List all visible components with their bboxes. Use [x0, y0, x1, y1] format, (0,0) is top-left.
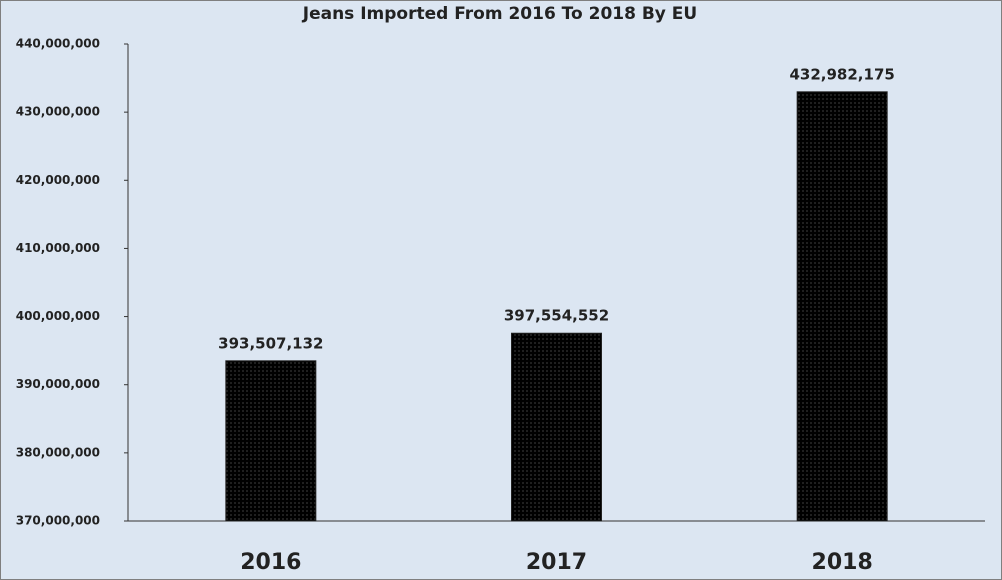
value-label: 432,982,175 — [789, 65, 894, 83]
chart-title: Jeans Imported From 2016 To 2018 By EU — [302, 4, 697, 24]
y-tick-label: 370,000,000 — [16, 514, 100, 528]
value-label: 397,554,552 — [504, 307, 609, 325]
bar — [225, 360, 317, 522]
y-tick-label: 420,000,000 — [16, 173, 100, 187]
y-tick-label: 400,000,000 — [16, 309, 100, 323]
y-tick-label: 390,000,000 — [16, 377, 100, 391]
bar — [511, 332, 602, 522]
value-label: 393,507,132 — [218, 334, 323, 352]
bar — [796, 91, 888, 522]
y-tick-label: 440,000,000 — [16, 37, 100, 51]
y-tick-label: 410,000,000 — [16, 241, 100, 255]
y-tick-label: 380,000,000 — [16, 445, 100, 459]
x-tick-label: 2018 — [812, 550, 873, 575]
x-tick-label: 2017 — [526, 550, 587, 575]
x-tick-label: 2016 — [240, 550, 301, 575]
y-tick-label: 430,000,000 — [16, 105, 100, 119]
